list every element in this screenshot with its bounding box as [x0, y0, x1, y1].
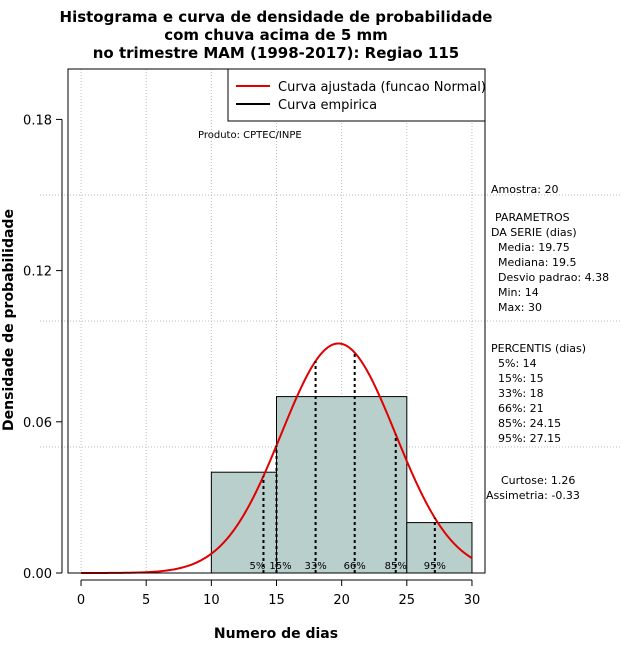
percentile-label-66: 66% — [344, 561, 366, 572]
y-axis: 0.00 0.06 0.12 0.18 — [23, 113, 63, 582]
percentile-label-85: 85% — [385, 561, 407, 572]
param-min: Min: 14 — [498, 286, 539, 299]
sample-size: Amostra: 20 — [491, 183, 558, 196]
percentile-label-33: 33% — [304, 561, 326, 572]
param-header-1: PARAMETROS — [495, 211, 570, 224]
y-axis-label: Densidade de probabilidade — [1, 209, 17, 431]
x-tick-label-15: 15 — [268, 593, 285, 608]
x-tick-label-20: 20 — [333, 593, 350, 608]
percentis-95: 95%: 27.15 — [498, 432, 561, 445]
x-axis-label: Numero de dias — [214, 626, 338, 642]
kurtosis: Curtose: 1.26 — [501, 474, 575, 487]
product-label: Produto: CPTEC/INPE — [198, 130, 302, 141]
title-line-3: no trimestre MAM (1998-2017): Regiao 115 — [93, 44, 460, 62]
param-header-2: DA SERIE (dias) — [491, 226, 577, 239]
param-max: Max: 30 — [498, 301, 542, 314]
percentis-85: 85%: 24.15 — [498, 417, 561, 430]
x-tick-label-5: 5 — [142, 593, 150, 608]
percentile-label-95: 95% — [424, 561, 446, 572]
y-tick-label-0.12: 0.12 — [23, 265, 52, 280]
y-tick-label-0.18: 0.18 — [23, 113, 52, 128]
percentile-lines — [262, 352, 436, 573]
param-median: Mediana: 19.5 — [498, 256, 576, 269]
x-tick-label-30: 30 — [464, 593, 481, 608]
param-sd: Desvio padrao: 4.38 — [498, 271, 609, 284]
percentis-header: PERCENTIS (dias) — [491, 342, 586, 355]
histogram-bar-1 — [210, 471, 277, 574]
percentis-33: 33%: 18 — [498, 387, 544, 400]
histogram-bar-2 — [276, 396, 408, 574]
percentis-15: 15%: 15 — [498, 372, 544, 385]
title-line-2: com chuva acima de 5 mm — [164, 26, 388, 44]
x-tick-label-10: 10 — [203, 593, 220, 608]
grid-lines — [40, 69, 620, 573]
x-tick-label-0: 0 — [77, 593, 85, 608]
param-mean: Media: 19.75 — [498, 241, 570, 254]
legend: Curva ajustada (funcao Normal) Curva emp… — [227, 68, 486, 122]
y-tick-label-0.00: 0.00 — [23, 567, 52, 582]
skewness: Assimetria: -0.33 — [486, 489, 580, 502]
x-axis: 0 5 10 15 20 25 30 — [77, 579, 481, 608]
legend-fit-label: Curva ajustada (funcao Normal) — [278, 80, 486, 95]
title-line-1: Histograma e curva de densidade de proba… — [60, 8, 493, 26]
percentis-66: 66%: 21 — [498, 402, 544, 415]
legend-empirical-label: Curva empirica — [278, 98, 377, 113]
x-tick-label-25: 25 — [399, 593, 416, 608]
histogram-bars — [210, 396, 473, 574]
percentis-5: 5%: 14 — [498, 357, 537, 370]
y-tick-label-0.06: 0.06 — [23, 416, 52, 431]
percentile-label-15: 15% — [269, 561, 291, 572]
legend-box — [227, 68, 486, 122]
histogram-bar-3 — [406, 522, 473, 574]
percentile-label-5: 5% — [250, 561, 266, 572]
percentile-labels: 5% 15% 33% 66% 85% 95% — [250, 561, 446, 572]
